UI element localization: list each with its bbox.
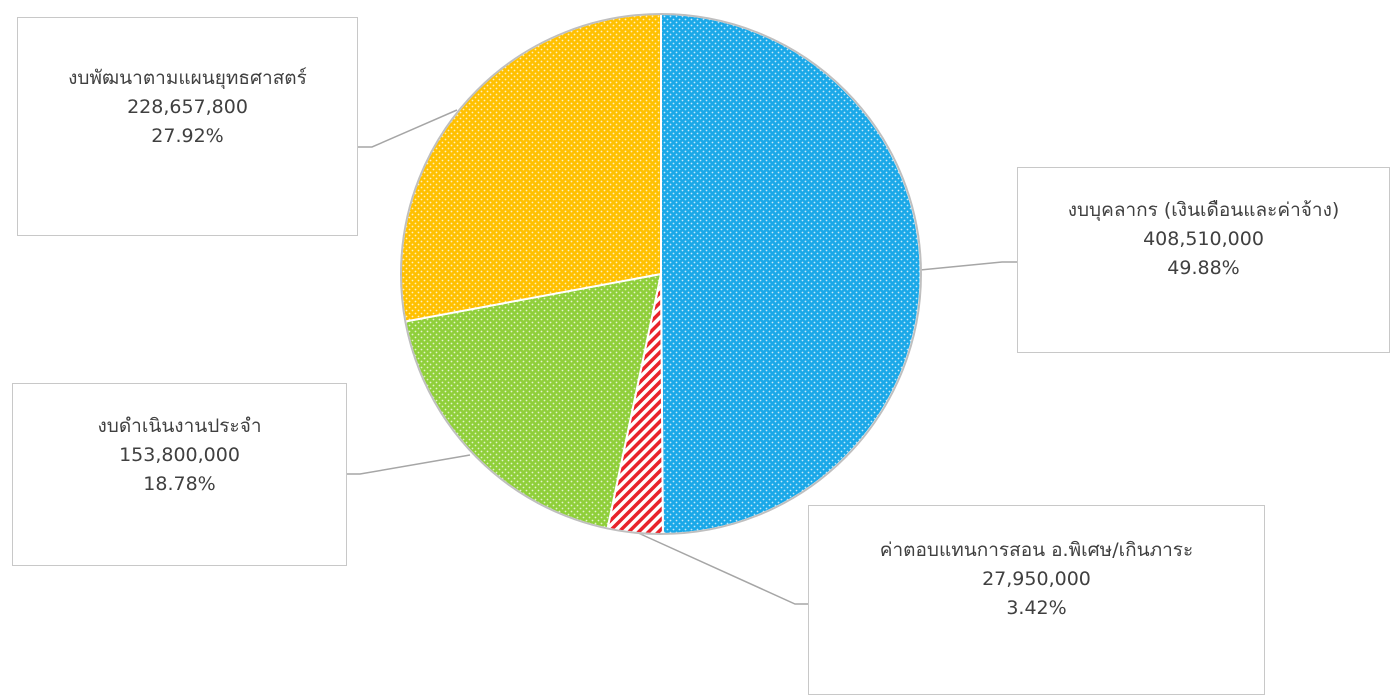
slice-label: งบบุคลากร (เงินเดือนและค่าจ้าง) (1067, 199, 1340, 221)
slice-percent: 18.78% (143, 473, 216, 495)
pie-outline (400, 13, 922, 535)
slice-personnel (660, 12, 922, 536)
data-label-personnel: งบบุคลากร (เงินเดือนและค่าจ้าง) 408,510,… (1017, 167, 1390, 353)
slice-strategic-development (400, 12, 662, 323)
slice-label: ค่าตอบแทนการสอน อ.พิเศษ/เกินภาระ (879, 539, 1194, 561)
slice-label: งบพัฒนาตามแผนยุทธศาสตร์ (68, 67, 307, 89)
data-label-operations: งบดำเนินงานประจำ 153,800,000 18.78% (12, 383, 347, 566)
leader-lines (347, 109, 1017, 605)
slice-percent: 27.92% (151, 125, 224, 147)
slice-value: 27,950,000 (982, 568, 1091, 590)
slice-value: 228,657,800 (127, 96, 248, 118)
leader-line (358, 109, 458, 148)
leader-line (919, 261, 1017, 271)
slice-percent: 49.88% (1167, 257, 1240, 279)
slice-label: งบดำเนินงานประจำ (97, 415, 262, 437)
leader-line (347, 454, 471, 475)
slice-percent: 3.42% (1006, 597, 1067, 619)
data-label-teaching-compensation: ค่าตอบแทนการสอน อ.พิเศษ/เกินภาระ 27,950,… (808, 505, 1265, 695)
data-label-strategic-development: งบพัฒนาตามแผนยุทธศาสตร์ 228,657,800 27.9… (17, 17, 358, 236)
slice-value: 408,510,000 (1143, 228, 1264, 250)
leader-line (635, 531, 808, 605)
slice-value: 153,800,000 (119, 444, 240, 466)
pie-slices (400, 12, 922, 536)
